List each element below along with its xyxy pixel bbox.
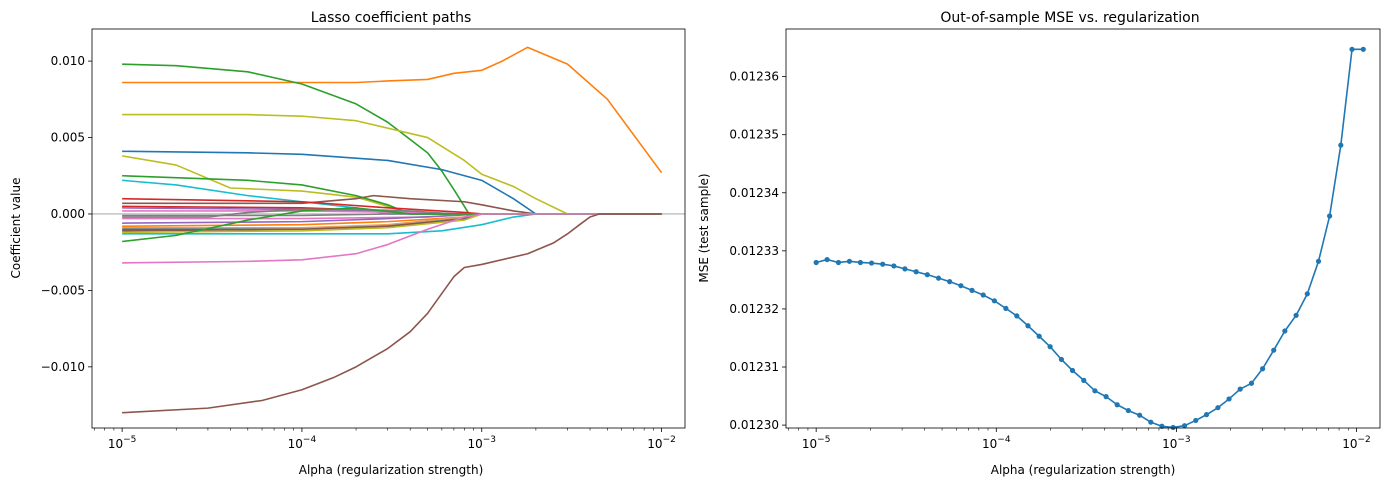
y-tick-label: 0.01232	[729, 302, 779, 316]
data-point	[1193, 417, 1199, 424]
y-tick-label: −0.010	[41, 360, 85, 374]
x-tick-label: 10−4	[982, 435, 1011, 451]
data-point	[1036, 333, 1042, 339]
data-point	[880, 261, 886, 267]
data-point	[947, 279, 953, 285]
data-point	[902, 266, 908, 272]
data-point	[857, 259, 863, 266]
data-point	[935, 275, 942, 281]
chart-title: Out-of-sample MSE vs. regularization	[940, 10, 1199, 26]
y-axis-title: MSE (test sample)	[697, 173, 711, 282]
x-tick-label: 10−5	[802, 435, 831, 451]
x-tick-label: 10−3	[467, 435, 496, 451]
data-point	[1058, 356, 1065, 363]
data-point	[913, 269, 919, 275]
series-line-coef-brown-big	[122, 213, 662, 414]
data-point	[1237, 386, 1243, 392]
data-point	[1338, 142, 1344, 148]
series-line-coef-olive-a	[122, 113, 662, 215]
y-tick-label: 0.01230	[729, 418, 779, 432]
y-tick-label: 0.01231	[729, 360, 779, 374]
data-point	[1271, 347, 1277, 353]
data-point	[824, 256, 830, 263]
y-tick-label: 0.01236	[729, 70, 779, 84]
data-point	[1203, 412, 1210, 418]
data-point	[1215, 405, 1221, 411]
data-point	[1181, 423, 1188, 429]
series-line-coef-blue	[122, 150, 662, 215]
data-point	[1327, 213, 1333, 219]
data-point	[1047, 344, 1053, 350]
data-point	[1170, 424, 1176, 431]
series-line-coef-green-neg	[122, 207, 662, 243]
mse-chart: Out-of-sample MSE vs. regularization 10−…	[697, 10, 1381, 477]
series-line-coef-orange-top	[122, 46, 663, 174]
data-point	[1159, 423, 1165, 429]
data-point	[868, 260, 875, 266]
data-point	[846, 258, 853, 264]
series-line-coef-brown-pos	[122, 194, 662, 215]
x-tick-label: 10−2	[647, 435, 676, 451]
series-line-coef-olive-b	[121, 155, 662, 215]
x-tick-label: 10−2	[1342, 435, 1371, 451]
x-axis-title: Alpha (regularization strength)	[299, 463, 484, 477]
plot-frame	[91, 28, 686, 429]
data-point	[1148, 419, 1154, 425]
data-point	[1315, 258, 1322, 264]
data-point	[1025, 323, 1031, 329]
data-point	[1349, 46, 1355, 52]
y-tick-label: −0.005	[41, 283, 85, 297]
y-axis-title: Coefficient value	[9, 178, 23, 279]
y-tick-label: 0.01235	[729, 128, 779, 142]
data-point	[1003, 305, 1009, 311]
series-line-coef-green-top	[122, 63, 662, 215]
data-point	[1360, 46, 1366, 52]
data-point	[1248, 380, 1255, 386]
series-line-coef-pink-big	[122, 213, 662, 264]
data-point	[1260, 366, 1266, 372]
data-point	[1069, 367, 1076, 374]
y-tick-label: 0.01233	[729, 244, 779, 258]
data-point	[969, 287, 975, 293]
chart-title: Lasso coefficient paths	[311, 10, 472, 26]
data-point	[813, 259, 819, 266]
y-tick-label: 0.005	[51, 131, 85, 145]
y-tick-label: 0.010	[51, 54, 85, 68]
data-point	[1125, 407, 1131, 414]
y-tick-label: 0.000	[51, 207, 85, 221]
data-point	[1137, 412, 1143, 418]
data-point	[1103, 394, 1109, 400]
data-point	[1226, 396, 1232, 402]
data-point	[1293, 312, 1299, 318]
plot-frame	[785, 28, 1381, 429]
data-point	[924, 272, 930, 278]
y-tick-label: 0.01234	[729, 186, 779, 200]
data-point	[1081, 377, 1087, 383]
data-point	[1282, 328, 1288, 334]
coefficient-paths-chart: Lasso coefficient paths 10−5 10−4 10−3 10−2…	[9, 10, 686, 477]
data-point	[1114, 402, 1120, 408]
x-tick-label: 10−5	[108, 435, 137, 451]
x-tick-label: 10−4	[288, 435, 317, 451]
data-point	[891, 263, 897, 269]
data-point	[1304, 291, 1310, 297]
series-line-test-mse	[815, 48, 1364, 429]
data-point	[1014, 313, 1020, 319]
data-point	[991, 298, 997, 304]
data-point	[958, 283, 964, 289]
data-point	[835, 259, 842, 266]
x-axis-title: Alpha (regularization strength)	[991, 463, 1176, 477]
data-point	[980, 292, 986, 298]
x-tick-label: 10−3	[1162, 435, 1191, 451]
data-point	[1092, 388, 1098, 394]
